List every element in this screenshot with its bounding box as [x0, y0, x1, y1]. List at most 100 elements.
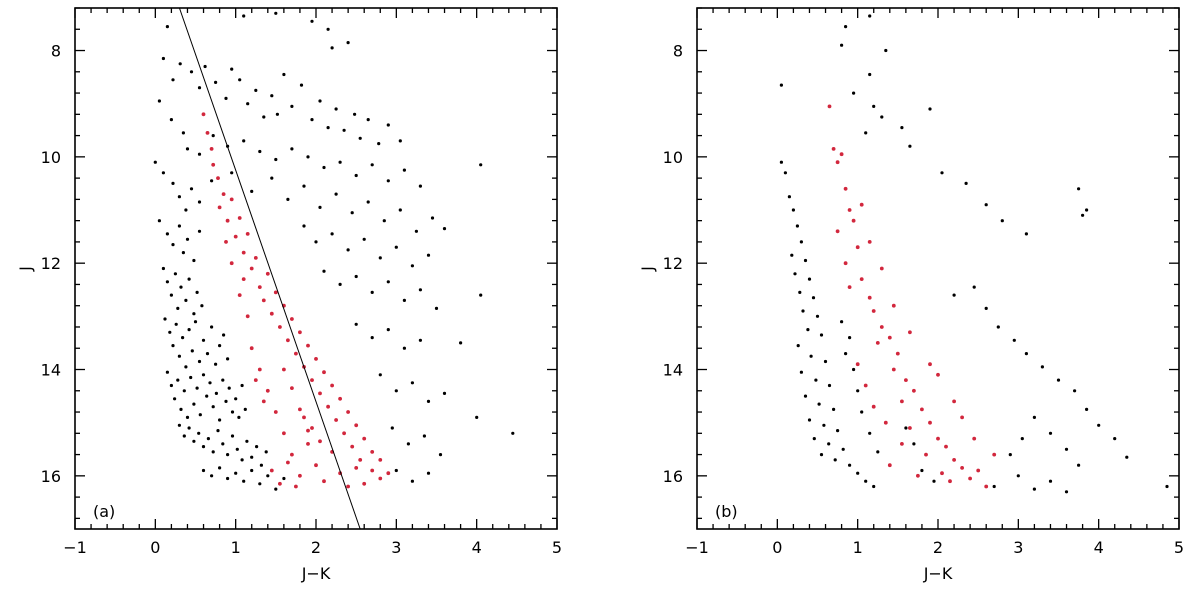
y-tick-label: 12 — [663, 254, 683, 273]
data-point — [442, 227, 447, 231]
data-point — [310, 118, 314, 122]
data-point — [227, 386, 231, 390]
data-point — [208, 381, 212, 385]
data-point — [418, 184, 422, 188]
data-point — [377, 142, 381, 146]
data-point — [165, 370, 169, 374]
x-tick-label: 2 — [933, 538, 943, 557]
data-point — [976, 468, 981, 473]
data-point — [920, 407, 924, 412]
data-point — [181, 336, 185, 340]
data-point — [1016, 474, 1020, 478]
data-point — [346, 484, 350, 489]
data-point — [171, 344, 175, 348]
data-point — [390, 426, 394, 430]
data-point — [181, 131, 185, 135]
data-point — [245, 232, 250, 236]
data-point — [358, 136, 362, 140]
data-point — [245, 314, 250, 319]
data-point — [245, 439, 249, 443]
data-point — [258, 149, 262, 154]
data-point — [274, 157, 278, 162]
data-point — [880, 115, 884, 119]
data-point — [822, 423, 826, 427]
data-point — [214, 80, 218, 84]
panel-label: (b) — [715, 502, 738, 521]
data-point — [398, 208, 402, 212]
data-point — [226, 357, 230, 361]
data-point — [362, 237, 366, 241]
data-point — [269, 468, 274, 473]
data-point — [298, 407, 302, 412]
data-point — [859, 202, 864, 207]
data-point — [904, 426, 908, 430]
data-point — [386, 471, 391, 476]
data-point — [799, 240, 804, 244]
y-tick-label: 8 — [673, 42, 683, 61]
data-point — [868, 14, 872, 18]
data-point — [201, 373, 206, 377]
data-point — [350, 444, 355, 449]
data-point — [201, 445, 206, 449]
data-point — [253, 256, 258, 260]
data-point — [192, 402, 196, 406]
data-point — [314, 357, 318, 361]
data-point — [1020, 437, 1024, 441]
data-point — [860, 410, 864, 414]
data-point — [261, 298, 266, 303]
data-point — [197, 200, 202, 204]
data-point — [257, 285, 262, 289]
data-point — [242, 479, 246, 483]
data-point — [1077, 463, 1081, 467]
data-point — [318, 99, 322, 103]
data-point — [879, 266, 884, 271]
data-point — [302, 224, 306, 228]
data-point — [932, 479, 936, 483]
data-point — [250, 189, 254, 193]
data-point — [928, 362, 932, 367]
data-point — [358, 458, 363, 462]
data-point — [218, 344, 222, 348]
data-point — [234, 397, 238, 401]
data-point — [330, 383, 334, 388]
data-point — [229, 261, 234, 266]
data-point — [240, 458, 244, 462]
data-point — [243, 407, 247, 411]
data-point — [928, 420, 932, 425]
data-point — [434, 306, 439, 310]
data-point — [809, 354, 813, 358]
data-point — [900, 126, 904, 130]
data-point — [322, 165, 326, 170]
y-axis-label: J — [638, 266, 657, 272]
data-point — [815, 314, 820, 318]
data-point — [184, 365, 188, 369]
data-point — [165, 232, 169, 236]
data-point — [859, 277, 864, 281]
data-point — [258, 482, 262, 486]
data-point — [286, 338, 290, 343]
x-axis-label: J−K — [923, 564, 953, 583]
data-point — [803, 394, 808, 398]
data-point — [996, 325, 1000, 329]
data-point — [242, 139, 246, 143]
data-point — [1125, 455, 1129, 459]
data-point — [840, 320, 844, 324]
data-point — [201, 338, 206, 342]
x-tick-label: −1 — [63, 538, 87, 557]
data-point — [230, 67, 234, 71]
data-point — [851, 218, 856, 223]
data-point — [1097, 423, 1101, 427]
data-point — [205, 394, 209, 398]
data-point — [793, 272, 797, 276]
data-point — [338, 160, 342, 164]
data-point — [206, 437, 210, 441]
data-point — [479, 163, 483, 167]
data-point — [394, 245, 398, 249]
x-tick-label: −1 — [685, 538, 709, 557]
data-point — [912, 442, 916, 446]
x-tick-label: 1 — [853, 538, 863, 557]
data-point — [318, 205, 322, 209]
data-point — [812, 437, 816, 441]
series-black-points — [779, 14, 1169, 494]
data-point — [876, 450, 880, 454]
